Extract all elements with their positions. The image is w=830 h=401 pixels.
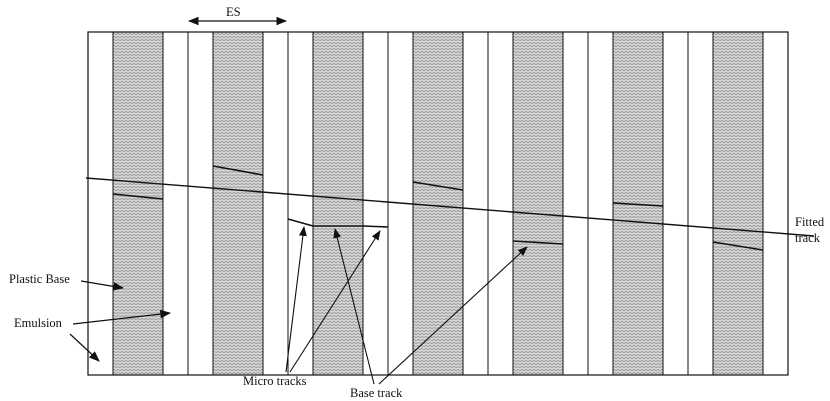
emulsion-layer bbox=[413, 32, 463, 375]
micro-track bbox=[362, 225, 389, 228]
emulsion-layer bbox=[213, 32, 263, 375]
fitted-track-line bbox=[85, 177, 815, 237]
micro-track bbox=[412, 181, 464, 191]
es-label: ES bbox=[226, 5, 241, 19]
emulsion-layer bbox=[713, 32, 763, 375]
micro-tracks-label: Micro tracks bbox=[243, 374, 307, 388]
fitted-track-label-line1: Fitted bbox=[795, 215, 825, 229]
plastic-base-pointer bbox=[80, 280, 125, 291]
base-track-label: Base track bbox=[350, 386, 403, 400]
plastic-base-label: Plastic Base bbox=[9, 272, 70, 286]
base-track-pointer-1 bbox=[333, 228, 375, 385]
micro-track bbox=[612, 202, 664, 207]
micro-track bbox=[512, 240, 564, 245]
fitted-track-label-line2: track bbox=[795, 231, 821, 245]
micro-track bbox=[287, 218, 314, 227]
emulsion-pointer-right bbox=[72, 309, 172, 325]
micro-tracks-pointer-2 bbox=[289, 230, 381, 373]
micro-track bbox=[112, 193, 164, 200]
emulsion-layer bbox=[113, 32, 163, 375]
micro-track bbox=[212, 165, 264, 176]
micro-tracks-pointer-1 bbox=[285, 226, 307, 373]
micro-track-segments bbox=[112, 165, 764, 251]
base-track-pointer-2 bbox=[378, 246, 528, 385]
emulsion-layer bbox=[313, 32, 363, 375]
stack-frame bbox=[87, 31, 789, 376]
emulsion-layer bbox=[513, 32, 563, 375]
micro-track bbox=[712, 241, 764, 251]
emulsion-label: Emulsion bbox=[14, 316, 63, 330]
emulsion-layers bbox=[113, 32, 763, 375]
emulsion-pointer-down bbox=[69, 333, 100, 362]
